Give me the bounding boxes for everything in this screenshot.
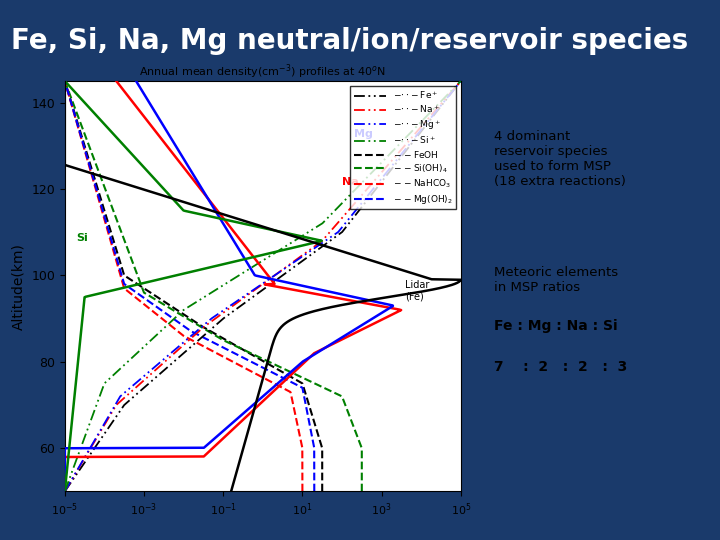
Text: Na: Na	[342, 177, 359, 187]
Text: Meteoric elements
in MSP ratios: Meteoric elements in MSP ratios	[494, 266, 618, 294]
Title: Annual mean density(cm$^{-3}$) profiles at 40$^{o}$N: Annual mean density(cm$^{-3}$) profiles …	[139, 63, 387, 81]
Legend: $-\!\cdot\!\cdot\!-\mathregular{Fe}^+$, $-\!\cdot\!\cdot\!-\mathregular{Na}^+$, : $-\!\cdot\!\cdot\!-\mathregular{Fe}^+$, …	[351, 85, 456, 210]
Text: Mg: Mg	[354, 129, 373, 139]
Text: Si: Si	[77, 233, 89, 243]
Text: 7    :  2   :  2   :  3: 7 : 2 : 2 : 3	[494, 360, 627, 374]
Text: Lidar
(Fe): Lidar (Fe)	[405, 280, 430, 301]
Text: Fe : Mg : Na : Si: Fe : Mg : Na : Si	[494, 319, 618, 333]
Y-axis label: Altitude(km): Altitude(km)	[12, 243, 26, 329]
Text: Fe, Si, Na, Mg neutral/ion/reservoir species: Fe, Si, Na, Mg neutral/ion/reservoir spe…	[11, 26, 688, 55]
Text: 4 dominant
reservoir species
used to form MSP
(18 extra reactions): 4 dominant reservoir species used to for…	[494, 130, 626, 188]
